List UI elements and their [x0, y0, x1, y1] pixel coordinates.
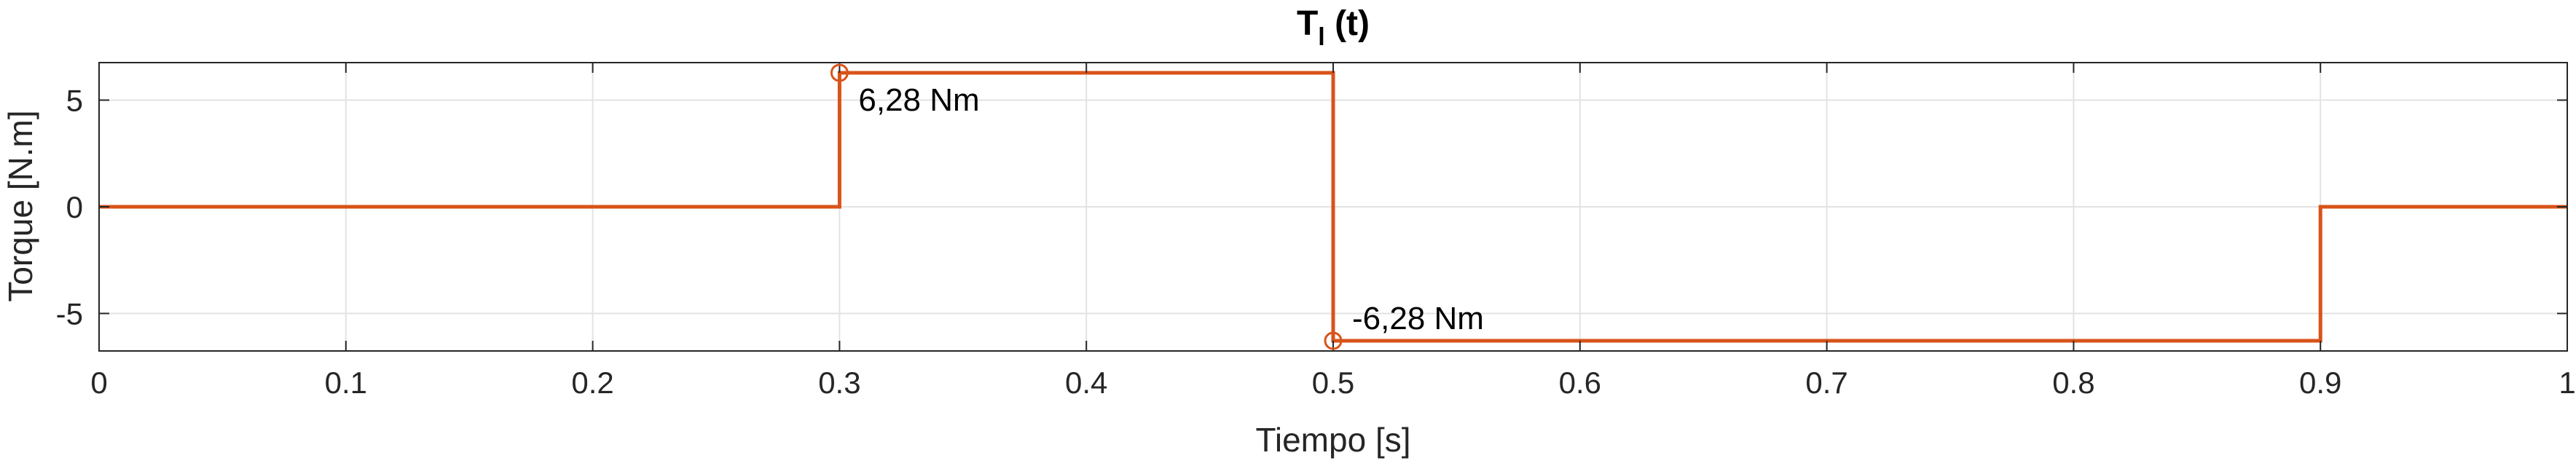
- x-axis-title: Tiempo [s]: [1255, 421, 1410, 459]
- x-tick-label: 0.6: [1559, 366, 1601, 400]
- x-tick-label: 0.7: [1805, 366, 1847, 400]
- x-tick-label: 0.5: [1312, 366, 1354, 400]
- x-tick-label: 0: [90, 366, 107, 400]
- series-line: [99, 71, 2567, 343]
- x-tick-label: 1: [2559, 366, 2575, 400]
- annotation-label: -6,28 Nm: [1352, 301, 1484, 336]
- chart-title-suffix: (t): [1325, 4, 1370, 43]
- axes-box: [98, 62, 2568, 352]
- annotation-marker: [1324, 331, 1343, 350]
- annotation-marker: [830, 63, 849, 82]
- x-tick-label: 0.4: [1065, 366, 1107, 400]
- x-tick-label: 0.3: [818, 366, 860, 400]
- x-tick-label: 0.1: [325, 366, 367, 400]
- x-tick-label: 0.2: [571, 366, 613, 400]
- plot-frame: [98, 62, 2568, 352]
- annotation-label: 6,28 Nm: [858, 82, 979, 118]
- x-tick-label: 0.9: [2299, 366, 2341, 400]
- series-layer: [99, 71, 2567, 343]
- x-tick-label: 0.8: [2052, 366, 2094, 400]
- chart-title-main: T: [1297, 4, 1318, 43]
- y-tick-label: 5: [66, 84, 83, 118]
- annotations: 6,28 Nm -6,28 Nm: [830, 63, 1484, 350]
- chart-title-subscript: l: [1318, 23, 1324, 51]
- y-tick-label: 0: [66, 190, 83, 224]
- chart-title: Tl (t): [1297, 4, 1370, 51]
- y-tick-label: -5: [56, 296, 83, 331]
- y-axis-title: Torque [N.m]: [1, 110, 39, 301]
- tick-labels: 0 0.1 0.2 0.3 0.4 0.5 0.6 0.7 0.8 0.9 1 -5 0 5: [56, 84, 2576, 400]
